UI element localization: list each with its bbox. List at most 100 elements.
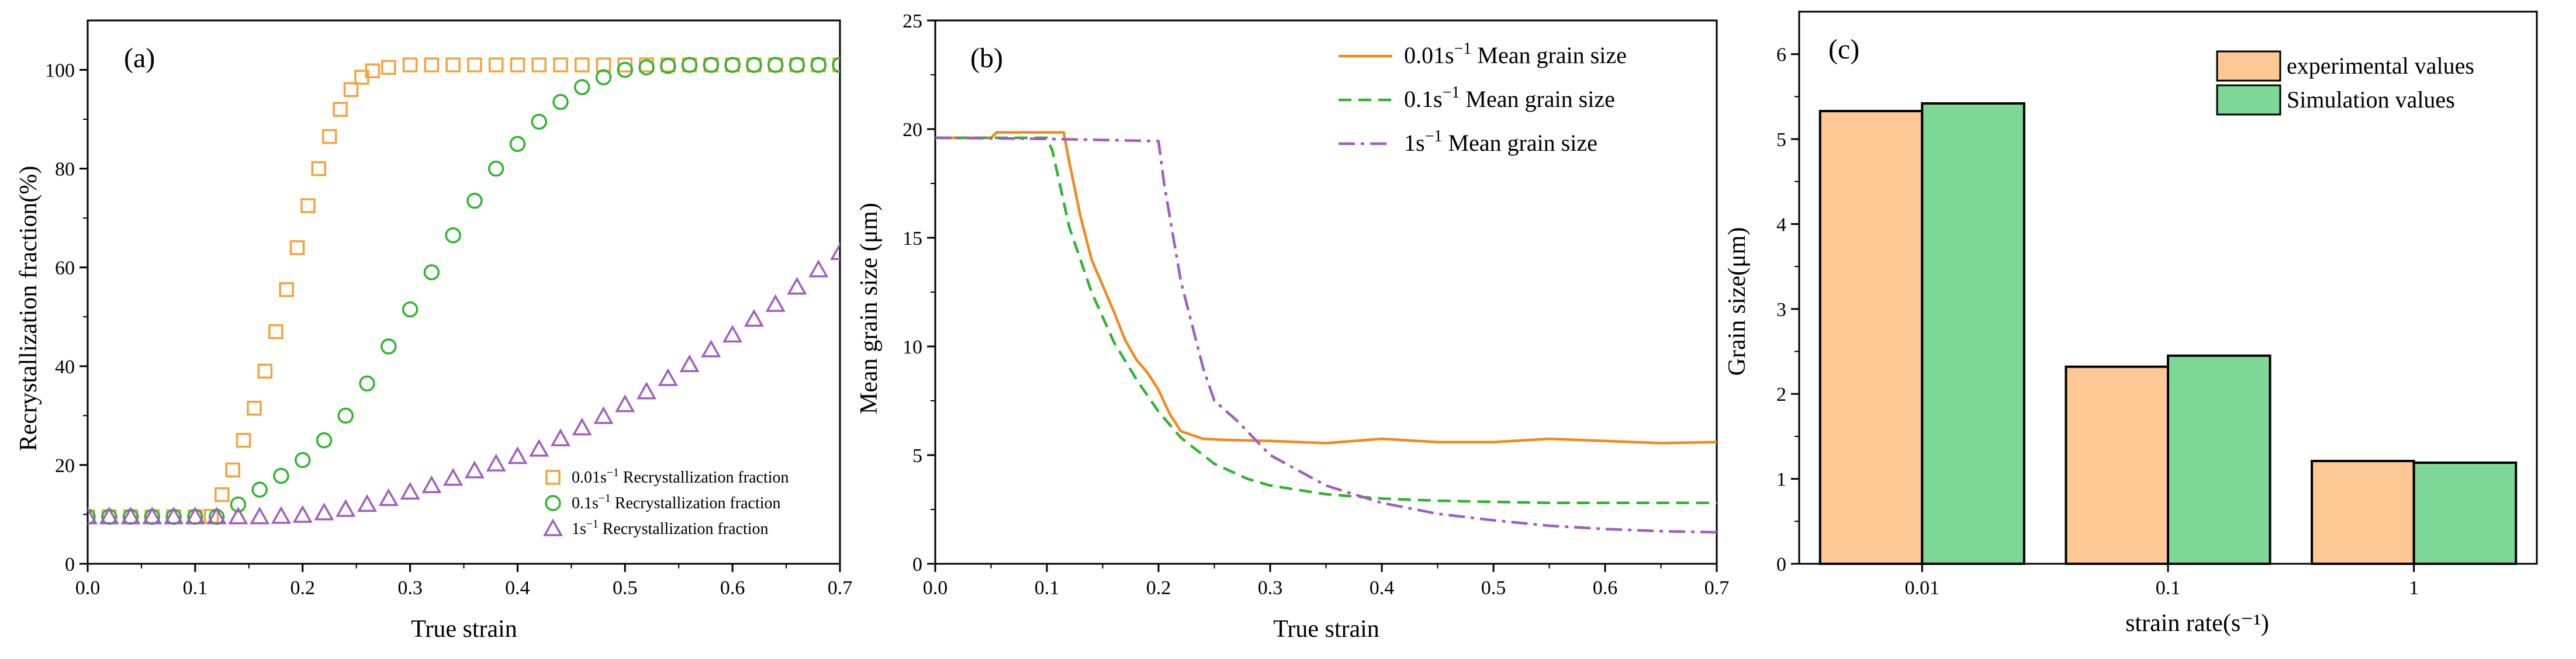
panel-b-x-tick-label: 0.0 (923, 577, 948, 599)
panel-c-x-tick-label: 1 (2409, 577, 2419, 599)
panel-c-y-tick-label: 1 (1776, 469, 1786, 491)
panel-a-circle-point (573, 79, 590, 95)
panel-a-circle-point (337, 407, 354, 424)
panel-a-square-point (333, 102, 348, 117)
panel-a-label: (a) (124, 43, 155, 74)
panel-a-triangle-point (314, 502, 334, 521)
panel-b-x-tick-label: 0.2 (1146, 577, 1171, 599)
panel-a-triangle-point (464, 460, 485, 478)
panel-a-square-point (467, 57, 482, 72)
panel-a-triangle-point (679, 354, 700, 373)
panel-a-legend-marker (545, 470, 561, 485)
panel-a-triangle-point (292, 505, 313, 523)
panel-a-triangle-point (88, 507, 98, 525)
panel-a-triangle-point (550, 428, 570, 446)
panel-a-square-point (215, 487, 230, 502)
panel-a-series-0 (88, 57, 840, 525)
panel-a-square-point (553, 57, 568, 72)
panel-a-y-tick-label: 100 (45, 60, 75, 82)
panel-a-circle-point (402, 301, 419, 318)
panel-a-circle-point (251, 481, 268, 498)
panel-a-triangle-point (701, 339, 721, 358)
panel-c-bar-simulation (2412, 461, 2518, 565)
panel-a-triangle-point (808, 259, 829, 278)
panel-b-y-axis-title: Mean grain size (μm) (856, 203, 883, 414)
panel-c-legend-swatch (2216, 50, 2281, 82)
panel-a-circle-point (617, 61, 634, 78)
panel-a-square-point (617, 57, 633, 72)
panel-b-legend-label: 0.1s−1 Mean grain size (1404, 84, 1615, 112)
panel-a-circle-point (595, 69, 612, 85)
panel-a-triangle-point (99, 507, 119, 525)
panel-a-circle-point (724, 57, 741, 73)
panel-c-legend-label: experimental values (2287, 53, 2474, 79)
panel-b-y-tick-label: 0 (912, 554, 922, 575)
panel-c-legend: experimental values Simulation values (2216, 50, 2474, 116)
panel-c-bar-experimental (2065, 365, 2169, 565)
panel-a-triangle-point (637, 381, 657, 400)
panel-a-square-point (510, 57, 525, 72)
panel-b-x-tick-label: 0.6 (1593, 577, 1618, 599)
panel-a-y-tick-label: 40 (55, 356, 75, 378)
panel-c-y-tick-label: 4 (1776, 214, 1786, 235)
panel-b-x-tick-label: 0.1 (1035, 577, 1060, 599)
panel-a-circle-point (746, 57, 762, 73)
panel-a-circle-point (767, 57, 784, 73)
panel-a-square-point (343, 82, 359, 98)
panel-c-x-tick-label: 0.01 (1905, 577, 1940, 599)
panel-a-circle-point (273, 467, 289, 484)
panel-a-square-point (488, 57, 504, 72)
panel-c-bar-simulation (2167, 354, 2271, 565)
panel-c-y-tick-label: 0 (1776, 554, 1786, 575)
panel-a-square-point (247, 400, 262, 416)
panel-a-circle-point (230, 496, 247, 513)
panel-a-y-axis-title: Recrystallization fraction(%) (15, 166, 42, 452)
panel-a-circle-point (531, 113, 547, 130)
panel-a-square-point (268, 324, 283, 339)
panel-a-series-2 (88, 242, 840, 525)
panel-a-circle-point (423, 264, 440, 280)
panel-a-x-tick-label: 0.2 (290, 577, 315, 599)
panel-a-triangle-point (572, 417, 592, 436)
panel-a-square-point (257, 363, 273, 379)
panel-a-circle-point (294, 452, 311, 469)
panel-a-square-point (381, 60, 396, 75)
panel-a-x-tick-label: 0.4 (505, 577, 530, 599)
panel-a-triangle-point (164, 507, 184, 525)
panel-a-triangle-point (615, 394, 635, 412)
panel-b-series-line-1 (935, 136, 1717, 505)
panel-c-bar-experimental (1818, 110, 1924, 566)
panel-b-grain-size-chart: (b) True strain Mean grain size (μm) 0 5 1… (856, 11, 1729, 643)
panel-a-circle-point (638, 59, 655, 76)
panel-a-triangle-point (120, 507, 141, 525)
panel-a-circle-point (681, 57, 698, 73)
panel-a-square-point (445, 57, 461, 72)
panel-a-circle-point (703, 57, 720, 73)
panel-c-legend-label: Simulation values (2287, 86, 2455, 113)
panel-a-circle-point (552, 93, 569, 110)
panel-a-triangle-point (507, 446, 528, 464)
panel-c-y-tick-label: 6 (1776, 44, 1786, 66)
panel-a-triangle-point (142, 507, 162, 525)
panel-a-triangle-point (357, 494, 378, 512)
panel-a-square-point (289, 240, 305, 255)
panel-b-y-tick-label: 15 (903, 228, 922, 249)
panel-a-triangle-point (228, 507, 248, 525)
panel-a-square-point (531, 57, 547, 72)
panel-c-y-tick-label: 3 (1776, 299, 1786, 321)
panel-a-triangle-point (593, 406, 614, 424)
panel-a-triangle-point (787, 276, 807, 295)
panel-b-x-tick-label: 0.4 (1370, 577, 1395, 599)
panel-a-square-point (279, 282, 294, 297)
panel-b-legend: 0.01s−1 Mean grain size 0.1s−1 Mean grain… (1339, 40, 1627, 156)
panel-a-triangle-point (830, 242, 840, 261)
panel-a-triangle-point (658, 368, 678, 386)
panel-b-y-tick-label: 10 (903, 337, 922, 358)
panel-a-y-tick-label: 0 (65, 554, 75, 575)
panel-a-square-point (236, 432, 251, 448)
panel-a-circle-point (832, 57, 840, 73)
panel-a-x-tick-label: 0.3 (397, 577, 423, 599)
panel-a-triangle-point (744, 308, 764, 327)
panel-a-legend: 0.01s−1 Recrystallization fraction 0.1s−1… (543, 467, 789, 538)
